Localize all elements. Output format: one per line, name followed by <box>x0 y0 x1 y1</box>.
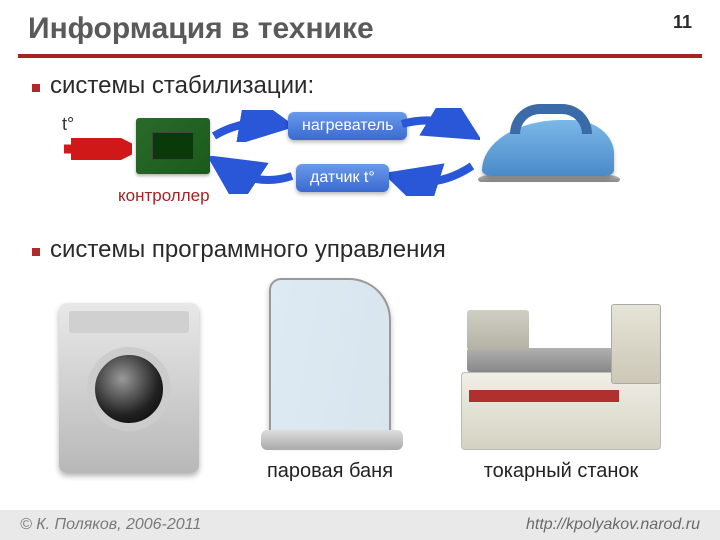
input-arrow-icon <box>62 138 132 160</box>
bullet-marker <box>32 84 40 92</box>
lathe-column: токарный станок <box>461 300 661 483</box>
bullet-stabilization: системы стабилизации: <box>32 72 688 100</box>
slide-footer: © К. Поляков, 2006-2011 http://kpolyakov… <box>0 510 720 540</box>
chip-icon <box>152 132 194 160</box>
copyright-text: © К. Поляков, 2006-2011 <box>20 516 201 534</box>
slide-header: Информация в технике 11 <box>0 0 720 54</box>
bullet-text-stabilization: системы стабилизации: <box>50 72 314 100</box>
arrow-heater-to-iron <box>398 108 480 142</box>
lathe-machine-icon <box>461 300 661 450</box>
slide-title: Информация в технике <box>28 12 374 46</box>
heater-node: нагреватель <box>288 112 407 140</box>
bullet-marker <box>32 248 40 256</box>
temperature-label: t° <box>62 114 74 135</box>
control-loop-diagram: t° контроллер нагреватель датчик t° <box>42 106 688 236</box>
shower-column: паровая баня <box>255 272 405 483</box>
bullet-text-program: системы программного управления <box>50 236 446 264</box>
sensor-node: датчик t° <box>296 164 389 192</box>
steam-shower-icon <box>255 272 405 450</box>
header-divider <box>18 54 702 58</box>
controller-board-icon <box>136 118 210 174</box>
footer-url: http://kpolyakov.narod.ru <box>526 516 700 534</box>
arrow-controller-to-heater <box>210 110 294 142</box>
bullet-program-control: системы программного управления <box>32 236 688 264</box>
shower-caption: паровая баня <box>267 460 393 483</box>
lathe-caption: токарный станок <box>484 460 639 483</box>
controller-label: контроллер <box>118 186 210 206</box>
washing-machine-icon <box>59 303 199 473</box>
arrow-iron-to-sensor <box>386 160 480 196</box>
iron-appliance-icon <box>474 102 624 184</box>
machines-row: паровая баня токарный станок <box>32 272 688 483</box>
arrow-sensor-to-controller <box>210 156 300 194</box>
washer-column <box>59 303 199 483</box>
page-number: 11 <box>673 12 692 33</box>
slide-content: системы стабилизации: t° контроллер нагр… <box>0 72 720 483</box>
